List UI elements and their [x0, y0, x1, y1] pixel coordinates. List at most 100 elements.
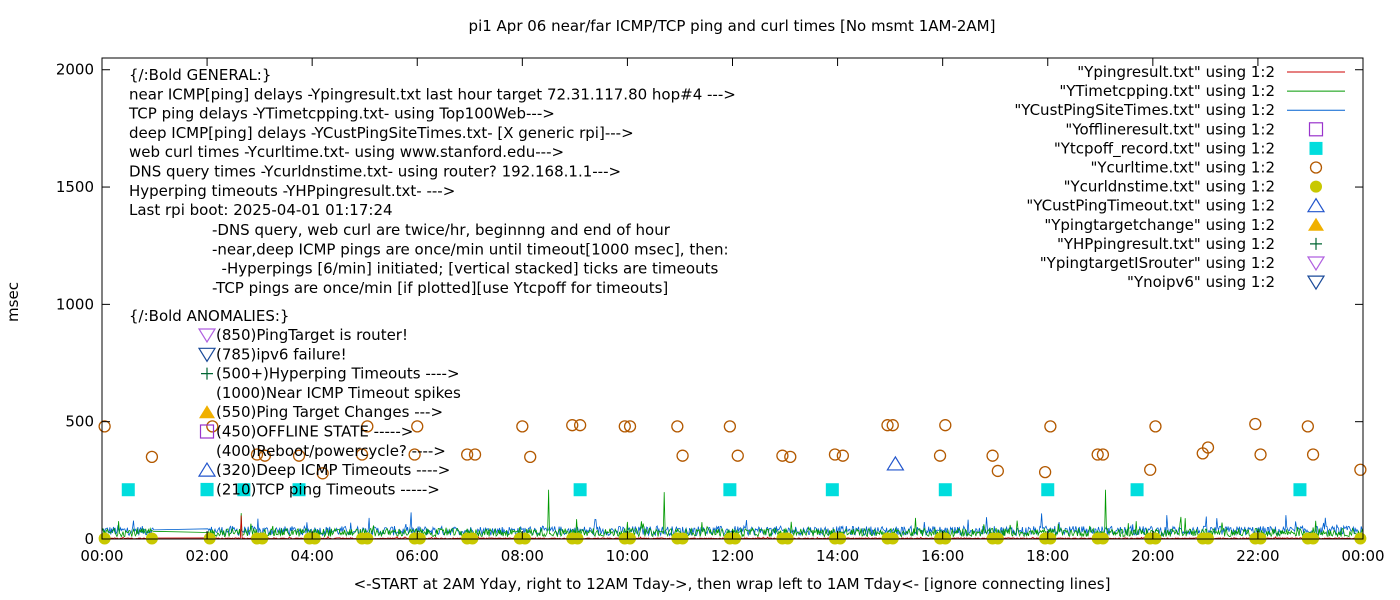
tcp-timeout-point [1041, 483, 1055, 497]
tcp-timeout-point [121, 483, 135, 497]
y-tick-label: 1500 [56, 178, 94, 196]
anomaly-label: (400)Reboot/powercycle? ----> [216, 442, 446, 460]
anomaly-marker [197, 461, 217, 477]
curl-time-point [676, 449, 689, 462]
curl-time-point [566, 419, 579, 432]
info-line: deep ICMP[ping] delays -YCustPingSiteTim… [129, 124, 634, 142]
curl-time-point [1091, 448, 1104, 461]
y-tick-label: 0 [84, 530, 94, 548]
curl-time-point [250, 448, 264, 461]
info-line: Last rpi boot: 2025-04-01 01:17:24 [129, 201, 393, 219]
chart-title: pi1 Apr 06 near/far ICMP/TCP ping and cu… [469, 17, 996, 35]
x-tick-label: 22:00 [1236, 547, 1279, 565]
legend-label: "YpingtargetISrouter" using 1:2 [1040, 254, 1275, 272]
curl-time-point [461, 448, 474, 461]
curl-time-point [258, 449, 272, 462]
curl-time-point [98, 420, 111, 433]
x-axis-label: <-START at 2AM Yday, right to 12AM Tday-… [354, 575, 1111, 593]
curl-time-point [292, 449, 306, 462]
info-line: TCP ping delays -YTimetcpping.txt- using… [128, 105, 555, 123]
legend-label: "Ypingresult.txt" using 1:2 [1077, 63, 1275, 81]
info-line: DNS query times -Ycurldnstime.txt- using… [129, 163, 621, 181]
curl-time-point [411, 420, 424, 433]
series-tcpping-line [101, 489, 1364, 539]
x-tick-label: 12:00 [711, 547, 754, 565]
curl-time-point [618, 420, 631, 433]
anomalies-title: {/:Bold ANOMALIES:} [129, 307, 289, 325]
legend-label: "Yofflineresult.txt" using 1:2 [1065, 120, 1275, 138]
legend-label: "Ycurltime.txt" using 1:2 [1090, 159, 1275, 177]
curl-time-point [1038, 465, 1052, 479]
curl-time-point [784, 450, 797, 464]
axis-layer: 0 500 1000 1500 2000 00:00 02:00 04:00 06:00 08:0… [56, 58, 1385, 565]
curl-time-point [408, 448, 421, 461]
info-note: -TCP pings are once/min [if plotted][use… [212, 279, 668, 297]
tcp-timeout-point [825, 483, 839, 497]
tcp-timeout-point [573, 483, 587, 497]
anomaly-marker [199, 424, 215, 439]
info-line: {/:Bold GENERAL:} [129, 66, 271, 84]
x-tick-label: 14:00 [816, 547, 859, 565]
tcp-timeout-point [938, 483, 952, 497]
legend-label: "YCustPingSiteTimes.txt" using 1:2 [1014, 101, 1275, 119]
legend-label: "Ytcpoff_record.txt" using 1:2 [1054, 139, 1275, 158]
anomaly-marker [199, 405, 215, 419]
curl-time-point [939, 419, 952, 432]
curl-time-point [361, 420, 374, 433]
legend-marker [1306, 197, 1326, 213]
y-tick-label: 500 [65, 413, 94, 431]
legend-marker [1306, 256, 1326, 272]
anomaly-marker [197, 347, 217, 363]
info-note: -Hyperpings [6/min] initiated; [vertical… [212, 260, 718, 278]
info-line: web curl times -Ycurltime.txt- using www… [129, 143, 564, 161]
curl-time-point [991, 464, 1004, 478]
curl-time-point [1354, 463, 1367, 476]
legend-marker [1310, 180, 1322, 193]
curl-time-point [776, 449, 789, 462]
curl-time-point [1149, 420, 1162, 433]
legend-marker [1309, 141, 1323, 155]
info-block: {/:Bold GENERAL:}near ICMP[ping] delays … [128, 66, 736, 297]
tcp-timeout-point [237, 483, 251, 497]
curl-time-point [516, 420, 529, 433]
x-tick-label: 20:00 [1131, 547, 1174, 565]
tcp-timeout-point [723, 483, 737, 497]
curl-time-point [836, 449, 849, 462]
x-tick-label: 10:00 [606, 547, 649, 565]
anomaly-label: (320)Deep ICMP Timeouts ----> [216, 461, 450, 479]
curl-time-point [1249, 417, 1262, 431]
curl-time-point [1044, 420, 1057, 433]
anomaly-label: (550)Ping Target Changes ---> [216, 403, 443, 421]
curl-time-point [1144, 463, 1157, 476]
curl-time-point [1201, 441, 1215, 454]
y-tick-label: 2000 [56, 61, 94, 79]
info-line: near ICMP[ping] delays -Ypingresult.txt … [129, 85, 736, 103]
anomaly-label: (210)TCP ping Timeouts -----> [216, 480, 440, 498]
curl-time-point [355, 448, 369, 461]
legend-label: "Ycurldnstime.txt" using 1:2 [1064, 178, 1275, 196]
legend-label: "YCustPingTimeout.txt" using 1:2 [1026, 197, 1275, 215]
anomalies-block: {/:Bold ANOMALIES:}(850)PingTarget is ro… [129, 307, 461, 498]
curl-time-point [933, 449, 947, 462]
legend-marker [1306, 275, 1326, 291]
curl-time-point [1306, 448, 1320, 461]
anomaly-marker [201, 367, 213, 380]
curl-time-point [573, 419, 587, 432]
curl-time-point [723, 420, 737, 433]
x-tick-label: 00:00 [1341, 547, 1384, 565]
curl-time-point [206, 420, 219, 433]
curl-time-point [524, 450, 537, 464]
curl-time-point [1301, 420, 1314, 433]
curl-time-point [145, 450, 159, 464]
anomaly-marker [200, 482, 214, 496]
info-note: -DNS query, web curl are twice/hr, begin… [212, 221, 671, 239]
curl-time-point [671, 420, 684, 433]
curl-time-point [731, 449, 744, 462]
x-tick-label: 18:00 [1026, 547, 1069, 565]
curl-time-point [886, 419, 899, 432]
anomaly-label: (850)PingTarget is router! [216, 326, 408, 344]
curl-time-point [881, 419, 894, 432]
tcp-timeout-point [292, 483, 306, 497]
curl-time-point [468, 448, 482, 461]
